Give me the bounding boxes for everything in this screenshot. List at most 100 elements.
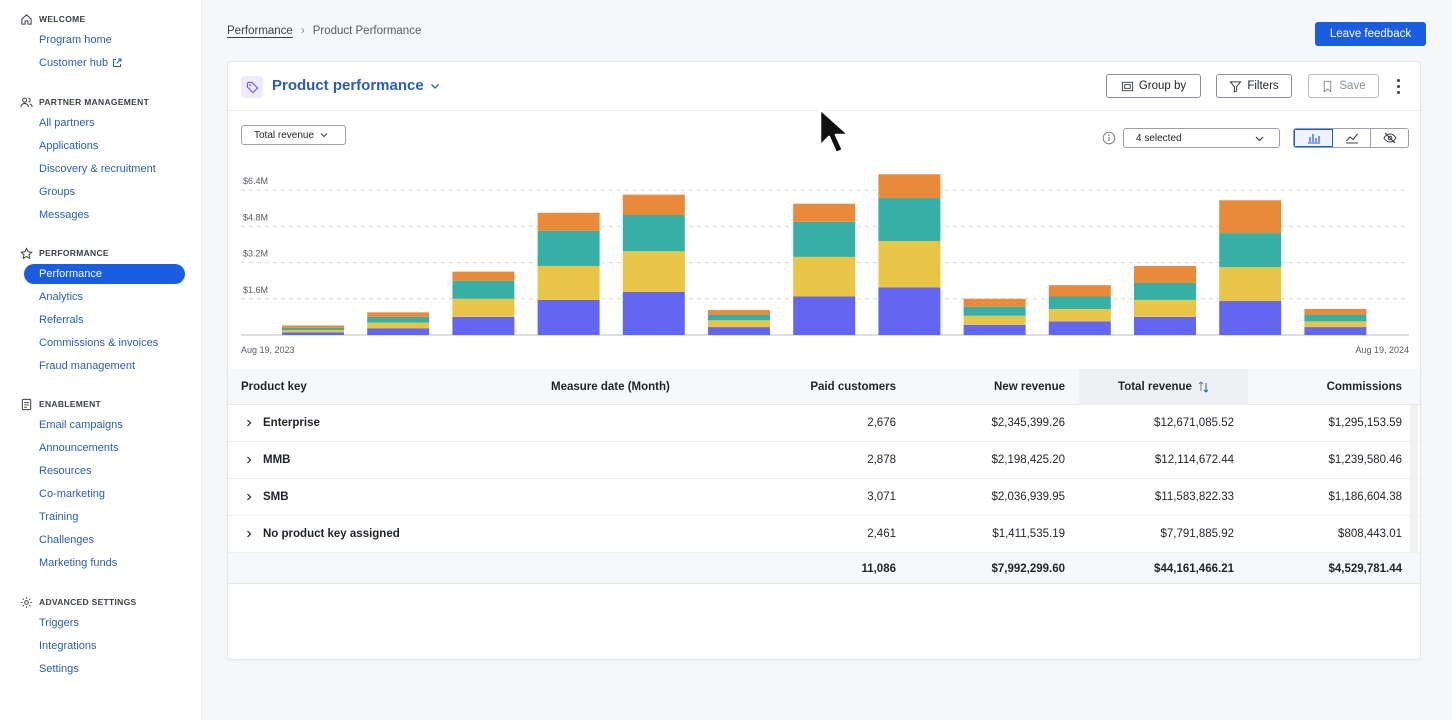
sidebar-item-groups[interactable]: Groups — [39, 186, 76, 198]
bar-segment — [367, 322, 430, 329]
bar-segment — [537, 212, 600, 231]
col-total-revenue[interactable]: Total revenue — [1079, 369, 1248, 405]
sidebar-section-partner-management: PARTNER MANAGEMENT All partners Applicat… — [0, 94, 202, 225]
bar-segment — [1304, 308, 1367, 315]
bar-segment — [1304, 327, 1367, 335]
info-icon[interactable] — [1102, 131, 1116, 145]
sidebar-item-integrations[interactable]: Integrations — [39, 640, 97, 652]
sidebar-item-applications[interactable]: Applications — [39, 140, 99, 152]
col-paid-customers[interactable]: Paid customers — [810, 381, 896, 393]
sidebar-item-customer-hub[interactable]: Customer hub — [0, 53, 202, 73]
chevron-right-icon[interactable] — [244, 418, 254, 428]
sidebar-item-training[interactable]: Training — [39, 511, 79, 523]
col-new-revenue[interactable]: New revenue — [994, 381, 1065, 393]
sidebar-item-messages[interactable]: Messages — [39, 209, 90, 221]
sidebar: WELCOME Program home Customer hub PARTNE… — [0, 0, 202, 720]
bar-segment — [452, 316, 515, 335]
sidebar-item-challenges[interactable]: Challenges — [39, 534, 95, 546]
chevron-right-icon[interactable] — [244, 492, 254, 502]
sidebar-item-all-partners[interactable]: All partners — [39, 117, 95, 129]
group-by-button[interactable]: Group by — [1106, 74, 1201, 98]
sidebar-section-performance: PERFORMANCE Performance Analytics Referr… — [0, 245, 202, 376]
sidebar-item-triggers[interactable]: Triggers — [39, 617, 79, 629]
metric-select[interactable]: Total revenue — [241, 125, 346, 145]
bar-segment — [1134, 265, 1196, 283]
bar-chart-icon — [1307, 134, 1320, 144]
bar-segment — [708, 310, 770, 315]
section-title: ENABLEMENT — [39, 399, 102, 409]
y-tick-label: $1.6M — [243, 285, 268, 295]
card-header: Product performance Group by Filters Sav… — [228, 62, 1420, 111]
chevron-right-icon[interactable] — [244, 529, 254, 539]
breadcrumb-performance-link[interactable]: Performance — [227, 25, 293, 37]
sidebar-item-resources[interactable]: Resources — [39, 465, 92, 477]
bar-segment — [1048, 285, 1111, 297]
bar-segment — [1134, 299, 1196, 317]
sidebar-item-performance[interactable]: Performance — [24, 264, 185, 284]
star-icon — [20, 246, 33, 260]
section-title: PERFORMANCE — [39, 248, 109, 258]
col-product-key[interactable]: Product key — [241, 381, 307, 393]
report-title: Product performance — [272, 77, 424, 94]
series-select[interactable]: 4 selected — [1123, 128, 1280, 148]
sidebar-section-welcome: WELCOME Program home Customer hub — [0, 11, 202, 73]
table-header: Product key Measure date (Month) Paid cu… — [228, 369, 1420, 405]
bar-segment — [537, 265, 600, 300]
chevron-down-icon — [429, 80, 441, 92]
bar-segment — [1304, 321, 1367, 328]
bar-segment — [1219, 200, 1282, 234]
bar-segment — [282, 325, 344, 328]
col-commissions[interactable]: Commissions — [1326, 381, 1402, 393]
col-measure-date[interactable]: Measure date (Month) — [551, 381, 670, 393]
x-start-label: Aug 19, 2023 — [241, 345, 295, 355]
more-options-icon[interactable] — [1392, 76, 1404, 96]
sidebar-item-announcements[interactable]: Announcements — [39, 442, 119, 454]
bar-segment — [878, 241, 941, 288]
bar-segment — [1048, 321, 1111, 335]
bar-segment — [367, 312, 430, 317]
bar-segment — [1304, 314, 1367, 322]
bar-segment — [1219, 301, 1282, 335]
filter-icon — [1229, 80, 1243, 93]
table-scrollbar[interactable] — [1410, 405, 1418, 553]
external-link-icon — [112, 58, 122, 68]
bar-segment — [452, 280, 515, 299]
chevron-right-icon[interactable] — [244, 455, 254, 465]
table-row[interactable]: No product key assigned 2,461 $1,411,535… — [228, 516, 1420, 553]
sidebar-item-discovery[interactable]: Discovery & recruitment — [39, 163, 156, 175]
sidebar-item-marketing-funds[interactable]: Marketing funds — [39, 557, 118, 569]
sidebar-item-commissions[interactable]: Commissions & invoices — [39, 337, 159, 349]
table-row[interactable]: SMB 3,071 $2,036,939.95 $11,583,822.33 $… — [228, 479, 1420, 516]
section-title: ADVANCED SETTINGS — [39, 597, 137, 607]
section-title: WELCOME — [39, 14, 86, 24]
document-icon — [20, 398, 33, 411]
line-view-toggle[interactable] — [1333, 129, 1371, 147]
bar-view-toggle[interactable] — [1294, 129, 1333, 147]
sidebar-item-co-marketing[interactable]: Co-marketing — [39, 488, 106, 500]
bar-segment — [878, 174, 941, 199]
line-chart-icon — [1345, 133, 1358, 144]
table-row[interactable]: Enterprise 2,676 $2,345,399.26 $12,671,0… — [228, 405, 1420, 442]
breadcrumb-separator: › — [300, 25, 305, 37]
report-title-dropdown[interactable]: Product performance — [272, 77, 441, 94]
sidebar-item-fraud[interactable]: Fraud management — [39, 360, 135, 372]
report-card: Product performance Group by Filters Sav… — [227, 61, 1421, 660]
sidebar-item-program-home[interactable]: Program home — [39, 34, 112, 46]
y-tick-label: $3.2M — [243, 249, 268, 259]
save-button[interactable]: Save — [1308, 74, 1379, 98]
bar-segment — [708, 327, 770, 335]
bookmark-icon — [1324, 80, 1332, 93]
chevron-down-icon — [1254, 133, 1265, 144]
sidebar-item-referrals[interactable]: Referrals — [39, 314, 84, 326]
table-row[interactable]: MMB 2,878 $2,198,425.20 $12,114,672.44 $… — [228, 442, 1420, 479]
sidebar-item-settings[interactable]: Settings — [39, 663, 79, 675]
leave-feedback-button[interactable]: Leave feedback — [1315, 22, 1426, 46]
hide-chart-toggle[interactable] — [1371, 129, 1408, 147]
bar-segment — [963, 324, 1026, 335]
bar-segment — [793, 296, 856, 335]
filters-button[interactable]: Filters — [1216, 74, 1292, 98]
x-end-label: Aug 19, 2024 — [1355, 345, 1409, 355]
sidebar-item-email-campaigns[interactable]: Email campaigns — [39, 419, 123, 431]
bar-segment — [537, 230, 600, 266]
sidebar-item-analytics[interactable]: Analytics — [39, 291, 84, 303]
